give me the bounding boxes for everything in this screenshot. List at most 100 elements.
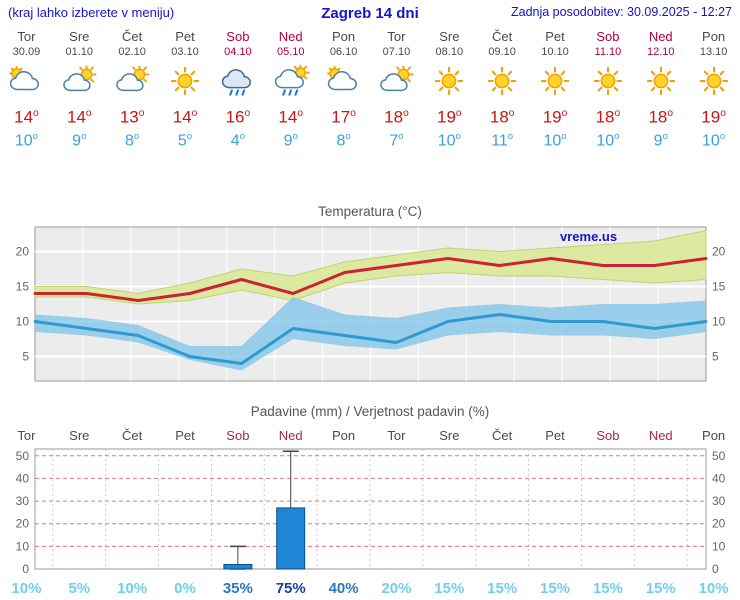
day-date-label: 01.10 — [65, 46, 94, 58]
day-name-label: Tor — [387, 29, 406, 44]
sun-icon — [476, 64, 529, 98]
day-max-temp: 18o — [384, 107, 409, 127]
day-max-temp: 18o — [489, 107, 515, 127]
precipitation-probability-row: 10% 5% 10% 0% 35% 75% 40% 20% 15% 15% 15% 15% 15% 10% — [0, 579, 740, 599]
day-max-temp: 18o — [648, 107, 674, 127]
day-column-07.10[interactable]: Tor 07.10 18o 7o — [370, 29, 423, 151]
cloudy-icon — [317, 64, 370, 98]
svg-text:30: 30 — [16, 494, 30, 508]
menu-hint: (kraj lahko izberete v meniju) — [8, 5, 175, 20]
day-name-label: Ned — [278, 29, 303, 44]
precip-probability: 15% — [645, 580, 676, 597]
day-column-05.10[interactable]: Ned 05.10 14o 9o — [264, 29, 317, 151]
day-min-temp: 5o — [177, 131, 193, 150]
day-max-temp: 18o — [595, 107, 621, 127]
day-column-03.10[interactable]: Pet 03.10 14o 5o — [159, 29, 212, 151]
day-date-label: 30.09 — [12, 46, 41, 58]
last-updated: Zadnja posodobitev: 30.09.2025 - 12:27 — [510, 5, 732, 19]
sun-icon — [634, 64, 687, 98]
precip-day-label: Čet — [122, 428, 143, 443]
precip-day-label: Sre — [439, 428, 460, 443]
svg-text:20: 20 — [712, 245, 726, 259]
precip-day-label: Ned — [648, 428, 673, 443]
cloudy-icon — [0, 64, 53, 98]
page-title: Zagreb 14 dni — [321, 5, 419, 22]
day-min-temp: 8o — [336, 131, 351, 150]
svg-text:15: 15 — [712, 280, 726, 294]
precip-day-label: Tor — [387, 428, 406, 443]
day-name-label: Sob — [226, 29, 250, 44]
day-column-06.10[interactable]: Pon 06.10 17o 8o — [317, 29, 370, 151]
sun-icon — [423, 64, 476, 98]
day-max-temp: 14o — [278, 107, 304, 127]
day-column-13.10[interactable]: Pon 13.10 19o 10o — [687, 29, 740, 151]
day-min-temp: 10o — [543, 131, 567, 150]
partly-icon — [106, 64, 159, 98]
day-column-04.10[interactable]: Sob 04.10 16o 4o — [211, 29, 264, 151]
precip-day-label: Sre — [69, 428, 90, 443]
day-name-label: Čet — [122, 29, 143, 44]
temperature-chart-svg: 5 5 10 10 15 15 20 20 vreme.us — [16, 226, 726, 382]
day-column-11.10[interactable]: Sob 11.10 18o 10o — [581, 29, 634, 151]
rain-icon — [211, 64, 264, 98]
day-name-label: Pon — [332, 29, 356, 44]
sun-icon — [687, 64, 740, 98]
day-column-08.10[interactable]: Sre 08.10 19o 10o — [423, 29, 476, 151]
day-min-temp: 10o — [596, 131, 620, 150]
day-name-label: Pet — [545, 29, 565, 44]
precip-probability: 20% — [381, 580, 412, 597]
day-max-temp: 19o — [437, 107, 462, 127]
precipitation-chart: 0 0 10 10 20 20 30 30 40 40 50 50 — [0, 445, 740, 577]
svg-text:20: 20 — [712, 517, 726, 531]
day-date-label: 05.10 — [276, 46, 305, 58]
day-column-09.10[interactable]: Čet 09.10 18o 11o — [476, 29, 529, 151]
day-date-label: 12.10 — [646, 46, 675, 58]
day-min-temp: 4o — [230, 131, 245, 150]
svg-text:5: 5 — [22, 350, 29, 364]
precip-day-label: Sob — [226, 428, 250, 443]
svg-text:0: 0 — [22, 562, 29, 576]
partly-icon — [370, 64, 423, 98]
svg-text:10: 10 — [712, 539, 726, 553]
day-date-label: 09.10 — [488, 46, 516, 58]
partly-icon — [53, 64, 106, 98]
day-column-02.10[interactable]: Čet 02.10 13o 8o — [106, 29, 159, 151]
day-date-label: 13.10 — [699, 46, 728, 58]
day-max-temp: 19o — [542, 107, 568, 127]
precip-day-label: Sob — [596, 428, 620, 443]
day-name-label: Ned — [648, 29, 673, 44]
precip-probability: 15% — [540, 580, 571, 597]
day-date-label: 11.10 — [594, 46, 622, 58]
day-date-label: 04.10 — [224, 46, 252, 58]
precip-probability: 40% — [328, 580, 359, 597]
precip-probability: 15% — [592, 580, 623, 597]
day-min-temp: 7o — [389, 131, 404, 150]
svg-text:40: 40 — [16, 471, 30, 485]
precipitation-day-labels: Tor Sre Čet Pet Sob Ned Pon Tor Sre Čet Pet Sob Ned P… — [0, 427, 740, 445]
precip-probability: 35% — [222, 580, 253, 597]
precip-day-label: Pet — [545, 428, 565, 443]
day-min-temp: 9o — [653, 131, 668, 150]
svg-text:0: 0 — [712, 562, 719, 576]
day-max-temp: 14o — [66, 107, 92, 127]
header-bar: (kraj lahko izberete v meniju) Zagreb 14… — [0, 0, 740, 25]
day-name-label: Sob — [596, 29, 620, 44]
day-min-temp: 9o — [283, 131, 298, 150]
precip-probability: 10% — [11, 580, 42, 597]
day-name-label: Sre — [69, 29, 90, 44]
day-column-30.09[interactable]: Tor 30.09 14o 10o — [0, 29, 53, 151]
temperature-chart-title: Temperatura (°C) — [318, 204, 422, 219]
svg-text:50: 50 — [712, 449, 726, 463]
svg-text:20: 20 — [16, 245, 30, 259]
day-column-10.10[interactable]: Pet 10.10 19o 10o — [529, 29, 582, 151]
day-name-label: Pet — [175, 29, 195, 44]
day-column-01.10[interactable]: Sre 01.10 14o 9o — [53, 29, 106, 151]
day-column-12.10[interactable]: Ned 12.10 18o 9o — [634, 29, 687, 151]
day-date-label: 10.10 — [541, 46, 569, 58]
precip-day-label: Tor — [17, 428, 36, 443]
precip-day-label: Pet — [175, 428, 195, 443]
day-max-temp: 14o — [14, 107, 39, 127]
day-forecast-strip: Tor 30.09 14o 10o Sre 01.10 14o 9o Čet 02.10 13o 8o… — [0, 29, 740, 151]
sun-icon — [529, 64, 582, 98]
day-date-label: 06.10 — [329, 46, 358, 58]
